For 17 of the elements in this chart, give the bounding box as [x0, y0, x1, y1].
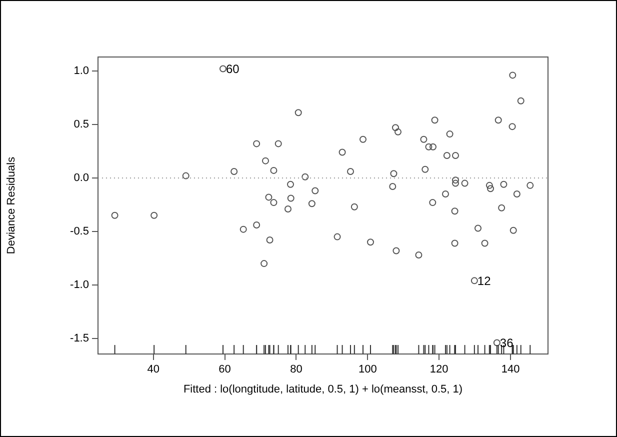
annotation: 12 — [477, 274, 492, 288]
x-axis-title: Fitted : lo(longtitude, latitude, 0.5, 1) + lo(meansst, 0.5, 1) — [183, 383, 463, 396]
x-tick-label: 100 — [358, 364, 377, 376]
y-tick-label: -1.0 — [70, 279, 89, 291]
x-tick-label: 60 — [218, 364, 231, 376]
x-tick-label: 40 — [147, 364, 160, 376]
y-tick-label: 0.0 — [74, 172, 89, 184]
y-tick-label: -0.5 — [70, 225, 89, 238]
y-tick-label: 0.5 — [74, 118, 89, 130]
y-tick-label: 1.0 — [74, 64, 89, 77]
annotation: 36 — [500, 336, 514, 350]
annotation: 60 — [226, 62, 240, 76]
y-axis-title: Deviance Residuals — [6, 156, 18, 254]
x-tick-label: 80 — [290, 364, 302, 376]
y-tick-label: -1.5 — [70, 332, 89, 345]
x-tick-label: 120 — [430, 364, 448, 376]
x-tick-label: 140 — [501, 364, 520, 376]
